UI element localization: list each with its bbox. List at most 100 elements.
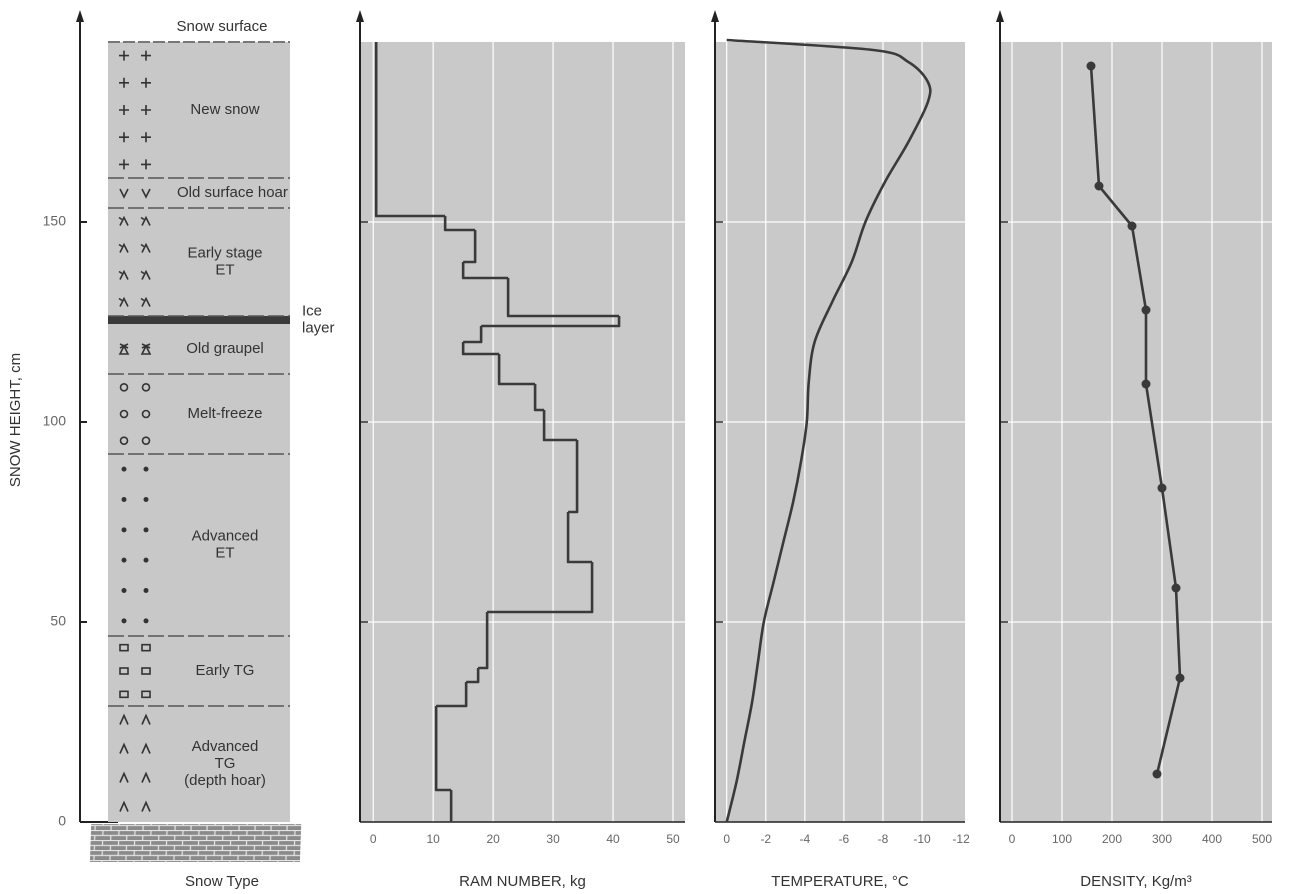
symbol xyxy=(141,742,151,754)
layer-label: Advanced xyxy=(192,738,259,755)
x-tick-label: 100 xyxy=(1052,832,1072,846)
y-tick-label: 50 xyxy=(50,613,66,629)
y-tick-label: 100 xyxy=(43,413,67,429)
panel-background xyxy=(360,42,685,822)
symbol xyxy=(119,105,129,115)
step-segment xyxy=(434,706,452,792)
symbol xyxy=(140,242,151,253)
symbol xyxy=(141,132,151,143)
symbol xyxy=(121,527,127,533)
layer-label: Old graupel xyxy=(186,340,264,357)
step-segment xyxy=(374,42,446,218)
layer-label: layer xyxy=(302,319,335,336)
symbol xyxy=(140,269,151,280)
layer-label: TG xyxy=(215,755,236,772)
step-segment xyxy=(436,682,468,708)
y-tick-label: 150 xyxy=(43,213,67,229)
symbol xyxy=(141,50,151,61)
symbol xyxy=(118,296,129,307)
x-tick-label: 500 xyxy=(1252,832,1272,846)
layer-label: Early stage xyxy=(187,244,262,261)
step-segment xyxy=(481,316,621,328)
layer-label: Early TG xyxy=(196,662,255,679)
symbol xyxy=(118,269,129,280)
symbol xyxy=(118,215,129,226)
x-tick-label: 0 xyxy=(370,832,377,846)
step-segment xyxy=(566,512,593,564)
x-tick-label: -12 xyxy=(952,832,970,846)
x-tick-label: 400 xyxy=(1202,832,1222,846)
x-tick-label: 300 xyxy=(1152,832,1172,846)
symbol xyxy=(119,771,129,783)
symbol xyxy=(141,771,151,783)
density-point xyxy=(1086,61,1096,71)
step-segment xyxy=(497,354,536,386)
symbol xyxy=(119,383,129,392)
surface-label: Snow surface xyxy=(177,18,268,35)
panel-background xyxy=(1000,42,1272,822)
x-tick-label: 50 xyxy=(666,832,680,846)
symbol xyxy=(119,742,129,754)
symbol xyxy=(118,242,129,253)
snow-layer xyxy=(108,178,290,208)
layer-label: Ice xyxy=(302,302,322,319)
layer-label: ET xyxy=(215,544,234,561)
step-segment xyxy=(463,326,483,344)
symbol xyxy=(141,188,151,199)
symbol xyxy=(119,159,129,170)
x-tick-label: 40 xyxy=(606,832,620,846)
symbol xyxy=(141,436,151,445)
x-tick-label: -4 xyxy=(800,832,811,846)
symbol xyxy=(141,690,151,699)
axis-arrow xyxy=(76,10,84,22)
step-segment xyxy=(478,612,489,670)
step-segment xyxy=(533,384,545,412)
layer-label: (depth hoar) xyxy=(184,772,266,789)
symbol xyxy=(119,713,129,725)
layer-label: New snow xyxy=(190,101,259,118)
symbol xyxy=(121,618,127,624)
x-axis-title: RAM NUMBER, kg xyxy=(459,873,586,890)
symbol xyxy=(121,588,127,593)
step-segment xyxy=(487,562,594,614)
x-tick-label: -2 xyxy=(760,832,771,846)
x-tick-label: 10 xyxy=(426,832,440,846)
snow-layer xyxy=(108,324,290,374)
axis-arrow xyxy=(996,10,1004,22)
density-point xyxy=(1094,181,1104,191)
symbol xyxy=(141,77,151,88)
step-segment xyxy=(542,410,578,442)
symbol xyxy=(119,643,129,652)
x-axis-title: DENSITY, Kg/m³ xyxy=(1080,873,1191,890)
layer-label: Melt-freeze xyxy=(187,405,262,422)
symbol xyxy=(141,713,151,725)
x-axis-title: Snow Type xyxy=(185,873,259,890)
x-tick-label: 30 xyxy=(546,832,560,846)
layer-label: Old surface hoar xyxy=(177,184,288,201)
density-point xyxy=(1171,583,1181,593)
x-tick-label: 0 xyxy=(723,832,730,846)
layer-label: ET xyxy=(215,261,234,278)
symbol xyxy=(119,667,129,675)
symbol xyxy=(119,188,129,199)
symbol xyxy=(119,409,129,419)
density-point xyxy=(1175,673,1185,683)
symbol xyxy=(141,409,151,419)
snow-layer xyxy=(108,454,290,636)
symbol xyxy=(143,618,149,624)
step-segment xyxy=(466,668,480,684)
symbol xyxy=(143,497,149,502)
symbol xyxy=(121,497,127,502)
density-point xyxy=(1152,769,1162,779)
symbol xyxy=(119,50,129,61)
symbol xyxy=(141,105,151,115)
symbol xyxy=(141,159,151,170)
symbol xyxy=(121,466,127,472)
layer-label: Advanced xyxy=(192,527,259,544)
snow-layer xyxy=(108,636,290,706)
symbol xyxy=(143,588,149,593)
snow-layer xyxy=(108,42,290,178)
snow-layer xyxy=(108,374,290,454)
